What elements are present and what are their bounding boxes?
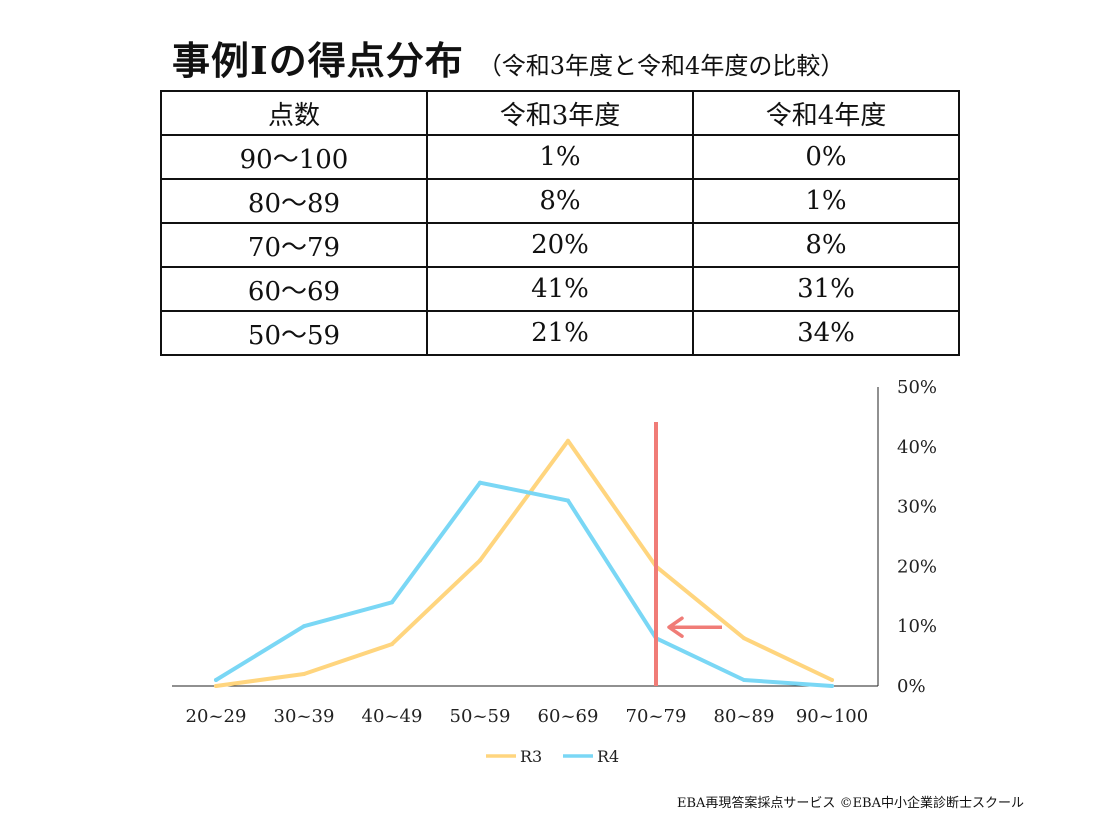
table-row: 80〜89 8% 1% xyxy=(160,178,960,224)
data-point-r4 xyxy=(302,624,306,629)
column-header-r4: 令和4年度 xyxy=(692,90,960,136)
x-tick-label: 20~29 xyxy=(186,706,247,727)
data-point-r3 xyxy=(742,636,746,641)
r3-percent-cell: 21% xyxy=(426,310,694,356)
r3-percent-cell: 41% xyxy=(426,266,694,312)
score-range-cell: 80〜89 xyxy=(160,178,428,224)
data-point-r4 xyxy=(214,678,218,683)
x-tick-label: 60~69 xyxy=(538,706,599,727)
y-tick-label: 10% xyxy=(897,616,937,637)
data-point-r3 xyxy=(214,684,218,688)
r4-percent-cell: 31% xyxy=(692,266,960,312)
x-tick-label: 70~79 xyxy=(626,706,687,727)
r4-percent-cell: 0% xyxy=(692,134,960,180)
data-point-r4 xyxy=(742,678,746,683)
r4-percent-cell: 34% xyxy=(692,310,960,356)
y-tick-label: 0% xyxy=(897,676,926,697)
x-tick-label: 90~100 xyxy=(796,706,868,727)
table-header-row: 点数 令和3年度 令和4年度 xyxy=(160,90,960,136)
data-point-r4 xyxy=(478,480,482,485)
data-point-r3 xyxy=(478,558,482,563)
data-point-r4 xyxy=(566,498,570,503)
score-range-cell: 60〜69 xyxy=(160,266,428,312)
data-point-r3 xyxy=(566,438,570,443)
x-tick-label: 80~89 xyxy=(714,706,775,727)
data-point-r3 xyxy=(830,678,834,683)
arrow-left-icon xyxy=(667,616,684,638)
table-row: 50〜59 21% 34% xyxy=(160,310,960,356)
score-range-cell: 70〜79 xyxy=(160,222,428,268)
table-row: 70〜79 20% 8% xyxy=(160,222,960,268)
r4-percent-cell: 8% xyxy=(692,222,960,268)
chart-title: 事例Ⅰの得点分布 （令和3年度と令和4年度の比較） xyxy=(172,30,844,85)
legend-label-r3: R3 xyxy=(520,747,542,766)
r3-percent-cell: 8% xyxy=(426,178,694,224)
score-table: 点数 令和3年度 令和4年度 90〜100 1% 0% 80〜89 8% 1% … xyxy=(160,90,960,356)
column-header-score: 点数 xyxy=(160,90,428,136)
y-tick-label: 50% xyxy=(897,377,937,398)
x-tick-label: 50~59 xyxy=(450,706,511,727)
title-main: 事例Ⅰの得点分布 xyxy=(172,38,464,83)
data-point-r3 xyxy=(302,672,306,677)
data-point-r4 xyxy=(390,600,394,605)
x-tick-label: 40~49 xyxy=(362,706,423,727)
r3-percent-cell: 1% xyxy=(426,134,694,180)
y-tick-label: 30% xyxy=(897,497,937,518)
x-tick-label: 30~39 xyxy=(274,706,335,727)
r4-percent-cell: 1% xyxy=(692,178,960,224)
table-row: 60〜69 41% 31% xyxy=(160,266,960,312)
data-point-r3 xyxy=(390,642,394,647)
legend-label-r4: R4 xyxy=(597,747,619,766)
column-header-r3: 令和3年度 xyxy=(426,90,694,136)
y-tick-label: 40% xyxy=(897,437,937,458)
series-line-r4 xyxy=(214,480,834,688)
score-range-cell: 50〜59 xyxy=(160,310,428,356)
footer-credit: EBA再現答案採点サービス ©EBA中小企業診断士スクール xyxy=(677,796,1024,811)
title-subtitle: （令和3年度と令和4年度の比較） xyxy=(477,52,845,80)
data-point-r4 xyxy=(830,684,834,688)
series-line-r3 xyxy=(214,438,834,688)
y-tick-label: 20% xyxy=(897,556,937,577)
score-range-cell: 90〜100 xyxy=(160,134,428,180)
line-chart: 0% 10% 20% 30% 40% 50% 20~29 30~39 40~49 50~59 60~… xyxy=(172,377,937,766)
table-row: 90〜100 1% 0% xyxy=(160,134,960,180)
r3-percent-cell: 20% xyxy=(426,222,694,268)
